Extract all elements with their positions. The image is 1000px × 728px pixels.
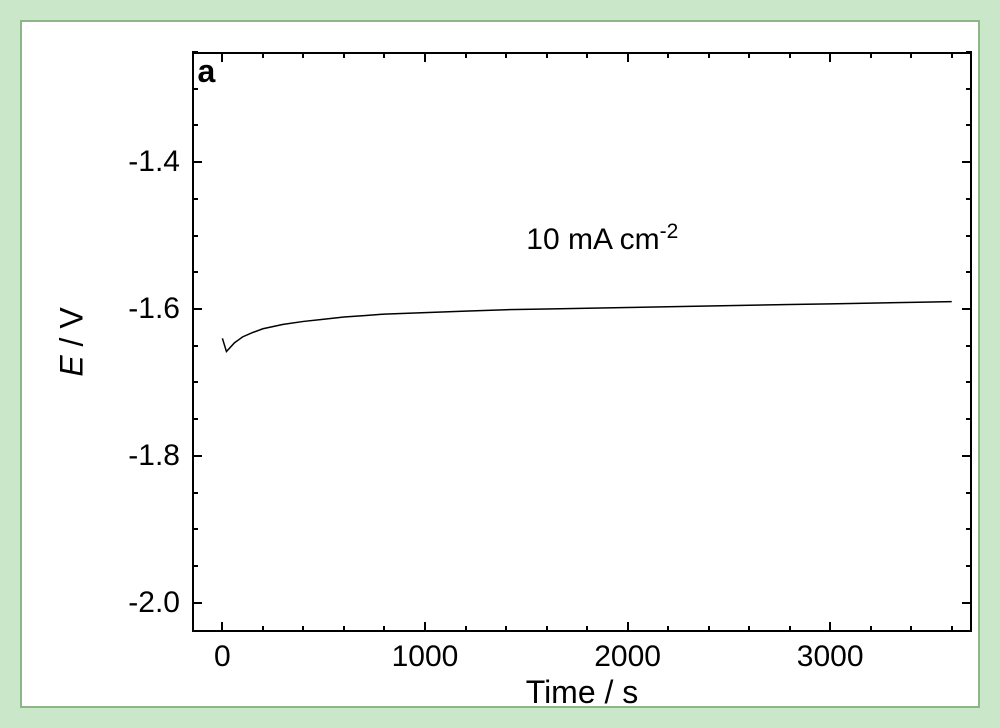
axis-tick xyxy=(829,52,831,62)
axis-tick xyxy=(951,626,953,632)
axis-tick xyxy=(262,52,264,58)
tick-label: 0 xyxy=(214,640,231,674)
axis-tick xyxy=(966,271,972,273)
axis-tick xyxy=(192,528,198,530)
x-axis-title: Time / s xyxy=(526,674,639,711)
tick-label: -1.4 xyxy=(120,145,180,179)
series-annotation: 10 mA cm-2 xyxy=(526,220,678,257)
axis-tick xyxy=(966,88,972,90)
tick-label: 2000 xyxy=(594,640,661,674)
axis-tick xyxy=(505,626,507,632)
axis-tick xyxy=(962,455,972,457)
axis-tick xyxy=(586,52,588,58)
axis-tick xyxy=(586,626,588,632)
axis-tick xyxy=(910,626,912,632)
tick-label: 1000 xyxy=(392,640,459,674)
axis-tick xyxy=(966,492,972,494)
axis-tick xyxy=(962,161,972,163)
axis-tick xyxy=(192,198,198,200)
axis-tick xyxy=(192,455,202,457)
axis-tick xyxy=(748,626,750,632)
axis-tick xyxy=(667,626,669,632)
axis-tick xyxy=(192,308,202,310)
axis-tick xyxy=(192,418,198,420)
axis-tick xyxy=(424,622,426,632)
tick-label: -1.8 xyxy=(120,439,180,473)
axis-tick xyxy=(962,308,972,310)
axis-tick xyxy=(262,626,264,632)
axis-tick xyxy=(302,626,304,632)
axis-tick xyxy=(505,52,507,58)
axis-tick xyxy=(789,52,791,58)
axis-tick xyxy=(192,492,198,494)
axis-tick xyxy=(627,52,629,62)
axis-tick xyxy=(910,52,912,58)
axis-tick xyxy=(424,52,426,62)
axis-tick xyxy=(192,271,198,273)
axis-tick xyxy=(192,124,198,126)
axis-tick xyxy=(829,622,831,632)
axis-tick xyxy=(870,52,872,58)
axis-tick xyxy=(789,626,791,632)
axis-tick xyxy=(192,235,198,237)
axes-box xyxy=(192,52,972,632)
axis-tick xyxy=(962,602,972,604)
axis-tick xyxy=(546,52,548,58)
axis-tick xyxy=(966,381,972,383)
chart-panel: a 10 mA cm-2 Time / s E / V 0 1000 2000 300… xyxy=(20,20,980,708)
axis-tick xyxy=(708,52,710,58)
axis-tick xyxy=(343,626,345,632)
axis-tick xyxy=(221,622,223,632)
axis-tick xyxy=(951,52,953,58)
axis-tick xyxy=(708,626,710,632)
axis-tick xyxy=(546,626,548,632)
axis-tick xyxy=(667,52,669,58)
axis-tick xyxy=(966,418,972,420)
axis-tick xyxy=(192,88,198,90)
y-axis-title: E / V xyxy=(54,307,91,376)
axis-tick xyxy=(966,124,972,126)
axis-tick xyxy=(192,161,202,163)
tick-label: -2.0 xyxy=(120,586,180,620)
axis-tick xyxy=(343,52,345,58)
axis-tick xyxy=(302,52,304,58)
plot-area: a 10 mA cm-2 xyxy=(192,52,972,632)
axis-tick xyxy=(966,198,972,200)
axis-tick xyxy=(966,51,972,53)
axis-tick xyxy=(627,622,629,632)
axis-tick xyxy=(192,51,198,53)
tick-label: -1.6 xyxy=(120,292,180,326)
axis-tick xyxy=(465,626,467,632)
axis-tick xyxy=(966,235,972,237)
axis-tick xyxy=(966,345,972,347)
axis-tick xyxy=(870,626,872,632)
axis-tick xyxy=(383,52,385,58)
axis-tick xyxy=(192,565,198,567)
axis-tick xyxy=(383,626,385,632)
axis-tick xyxy=(192,345,198,347)
axis-tick xyxy=(192,602,202,604)
axis-tick xyxy=(192,381,198,383)
axis-tick xyxy=(465,52,467,58)
axis-tick xyxy=(966,528,972,530)
axis-tick xyxy=(966,565,972,567)
axis-tick xyxy=(221,52,223,62)
panel-letter: a xyxy=(198,53,216,90)
tick-label: 3000 xyxy=(797,640,864,674)
axis-tick xyxy=(748,52,750,58)
